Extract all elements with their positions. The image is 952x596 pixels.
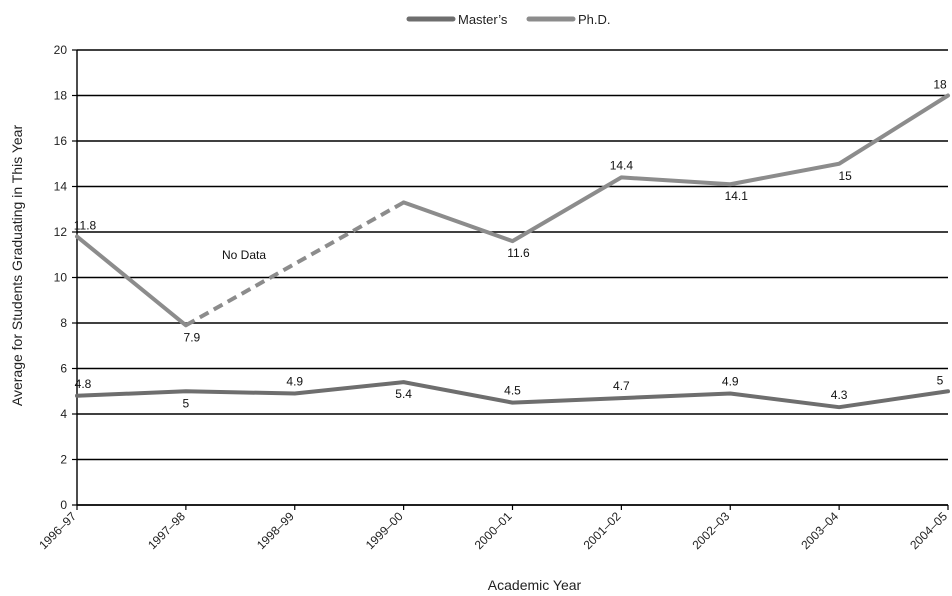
y-tick-label: 2: [60, 453, 67, 467]
legend-label: Ph.D.: [578, 12, 611, 27]
data-label-masters: 4.9: [286, 375, 303, 389]
y-tick-label: 14: [54, 180, 68, 194]
axes: [76, 50, 949, 510]
series-line-phd-no-data: [184, 200, 405, 328]
y-tick-label: 6: [60, 362, 67, 376]
x-tick-label: 2002–03: [689, 509, 732, 552]
data-label-masters: 4.7: [613, 379, 630, 393]
x-tick-label: 2004–05: [907, 509, 950, 552]
x-tick-label: 1997–98: [145, 509, 188, 552]
gridlines: [72, 49, 948, 506]
series-line-phd-segment: [75, 234, 188, 328]
data-label-phd: 15: [838, 169, 852, 183]
x-tick-label: 1998–99: [254, 509, 297, 552]
data-label-phd: 11.6: [507, 246, 530, 260]
legend: Master’s Ph.D.: [406, 12, 611, 27]
data-label-phd: 11.8: [74, 219, 97, 233]
x-tick-labels: 1996–97 1997–98 1998–99 1999–00 2000–01 2001–…: [36, 509, 950, 552]
data-label-masters: 4.3: [831, 388, 848, 402]
data-label-phd: 7.9: [184, 330, 201, 344]
x-tick-label: 2001–02: [581, 509, 624, 552]
y-tick-label: 0: [60, 498, 67, 512]
x-tick-label: 2000–01: [472, 509, 515, 552]
series-line-masters: [75, 380, 950, 410]
y-tick-label: 18: [54, 89, 68, 103]
series-line-phd-segment: [401, 93, 950, 244]
y-tick-label: 20: [54, 43, 68, 57]
data-label-masters: 5: [183, 396, 190, 410]
x-axis-title: Academic Year: [488, 577, 582, 593]
x-tick-label: 2003–04: [798, 509, 841, 552]
no-data-annotation: No Data: [222, 248, 266, 262]
y-tick-labels: 0 2 4 6 8 10 12 14 16 18 20: [54, 43, 68, 512]
y-tick-label: 16: [54, 134, 68, 148]
y-tick-label: 12: [54, 225, 68, 239]
data-label-masters: 4.8: [75, 377, 92, 391]
y-tick-label: 10: [54, 271, 68, 285]
data-label-phd: 18: [933, 78, 947, 92]
data-label-phd: 14.1: [725, 189, 749, 203]
series-lines: [75, 93, 950, 410]
data-label-masters: 4.9: [722, 375, 739, 389]
data-label-masters: 5.4: [395, 387, 412, 401]
x-tick-label: 1996–97: [36, 509, 79, 552]
data-label-phd: 14.4: [610, 158, 634, 172]
y-tick-label: 8: [60, 316, 67, 330]
legend-label: Master’s: [458, 12, 508, 27]
x-tick-label: 1999–00: [363, 509, 406, 552]
y-axis-title: Average for Students Graduating in This …: [9, 125, 25, 407]
data-label-masters: 4.5: [504, 384, 521, 398]
y-tick-label: 4: [60, 407, 67, 421]
data-labels: 4.8 5 4.9 5.4 4.5 4.7 4.9 4.3 5 11.8 7.9 11.6 14.4 14…: [74, 78, 947, 411]
data-label-masters: 5: [937, 373, 944, 387]
